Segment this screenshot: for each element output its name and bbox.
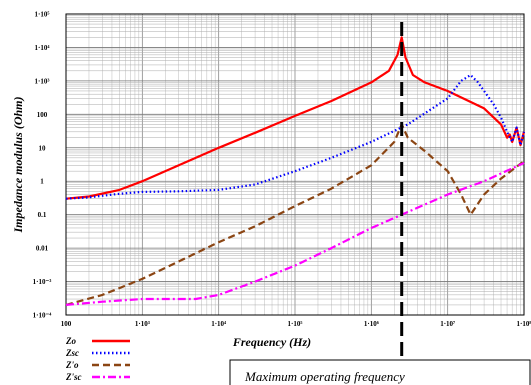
x-tick-label: 100 [61,320,72,328]
y-tick-label: 1·10³ [35,77,50,85]
x-tick-label: 1·10³ [135,320,150,328]
x-axis-label: Frequency (Hz) [232,335,311,349]
series-line-2 [65,73,526,200]
series-line-1 [65,36,526,200]
y-tick-label: 1·10⁴ [35,44,51,52]
legend-label: Z'o [65,360,79,370]
series-layer [65,36,526,306]
y-tick-labels: 1·10⁵ 1·10⁴ 1·10³ 100 10 1 0.1 0.01 1·10⁻³ 1·10⁻⁴ [33,11,53,320]
series-line-3 [65,123,525,306]
grid-lines [65,14,524,316]
y-tick-label: 1·10⁻³ [33,278,52,286]
legend-label: Zsc [65,348,79,358]
y-tick-label: 1 [40,178,44,186]
annotation-box: Maximum operating frequency [229,359,531,385]
y-tick-label: 1·10⁵ [35,11,50,19]
annotation-text: Maximum operating frequency [244,369,405,384]
y-tick-label: 1·10⁻⁴ [33,312,53,320]
series-line-4 [65,161,525,306]
y-tick-label: 0.01 [36,245,49,253]
y-tick-label: 0.1 [38,211,47,219]
y-tick-label: 10 [39,144,47,152]
legend-label: Z'sc [65,372,82,382]
y-tick-label: 100 [37,111,48,119]
y-axis-label: Impedance modulus (Ohm) [11,96,25,233]
legend: Zo Zsc Z'o Z'sc [65,336,130,382]
legend-label: Zo [65,336,76,346]
plot-frame [65,13,525,316]
x-tick-label: 1·10⁷ [440,320,455,328]
x-tick-label: 1·10⁶ [364,320,379,328]
x-tick-label: 1·10⁸ [517,320,531,328]
x-tick-labels: 100 1·10³ 1·10⁴ 1·10⁵ 1·10⁶ 1·10⁷ 1·10⁸ [61,320,531,328]
x-tick-label: 1·10⁵ [288,320,303,328]
x-tick-label: 1·10⁴ [211,320,227,328]
annotation-box-frame [229,359,531,385]
